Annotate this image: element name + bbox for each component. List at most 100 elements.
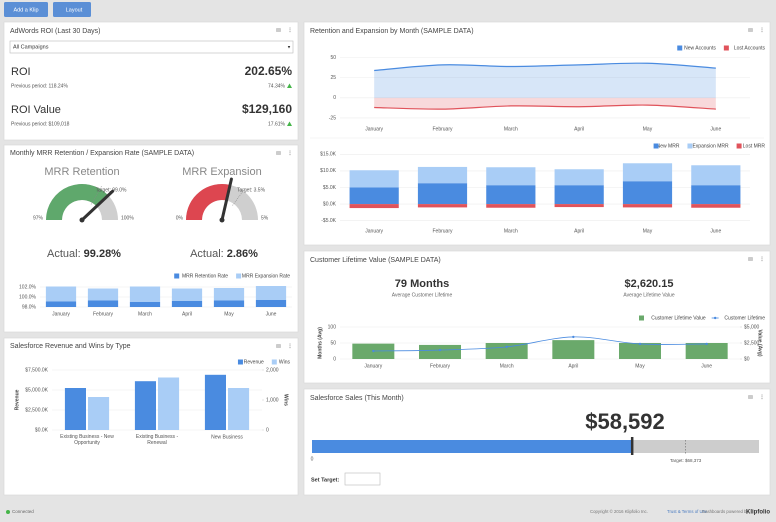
menu-icon[interactable] — [761, 29, 763, 31]
target-input[interactable] — [344, 472, 381, 486]
line-marker — [705, 342, 708, 346]
panel — [303, 250, 771, 384]
menu-icon[interactable] — [289, 29, 291, 31]
terms-link[interactable]: Trust & Terms of Use — [667, 509, 708, 514]
area-fill — [374, 97, 716, 110]
x-tick-label: May — [224, 311, 234, 317]
menu-icon[interactable] — [761, 396, 763, 398]
legend-label: New MRR — [657, 143, 680, 149]
legend-swatch — [677, 45, 683, 51]
menu-icon[interactable] — [761, 27, 763, 29]
y-tick-label: $10.0K — [320, 168, 337, 174]
change-value: 74.34% — [268, 83, 286, 89]
legend-label: Lost MRR — [743, 143, 766, 149]
button-label[interactable]: Layout — [66, 7, 83, 13]
legend-swatch — [736, 143, 742, 149]
bar — [88, 397, 110, 430]
menu-icon[interactable] — [289, 152, 291, 154]
menu-icon[interactable] — [761, 256, 763, 258]
comment-icon[interactable] — [748, 395, 753, 399]
bar — [622, 181, 673, 205]
metric-value: 202.65% — [245, 64, 293, 78]
bar — [45, 286, 77, 302]
x-tick-label: January — [365, 228, 383, 234]
bar — [622, 204, 673, 208]
add-klip-button[interactable] — [4, 2, 48, 17]
menu-icon[interactable] — [761, 398, 763, 400]
bar — [349, 204, 399, 209]
dropdown-label[interactable]: All Campaigns — [13, 44, 49, 50]
menu-icon[interactable] — [289, 154, 291, 156]
menu-icon[interactable] — [761, 258, 763, 260]
x-tick-label: February — [430, 363, 451, 369]
metric-label: ROI Value — [11, 104, 61, 116]
status-dot — [6, 510, 10, 514]
panel-title: Salesforce Revenue and Wins by Type — [10, 343, 131, 350]
legend-label: Customer Lifetime Value — [651, 315, 706, 321]
menu-icon[interactable] — [289, 150, 291, 152]
x-tick-label: February — [432, 126, 453, 132]
dropdown[interactable] — [9, 40, 294, 54]
actual-prefix: Actual: — [47, 248, 81, 260]
dropdown-arrow[interactable]: ▾ — [288, 44, 291, 50]
x-tick-label: May — [643, 228, 653, 234]
legend-label: New Accounts — [684, 45, 716, 51]
y-tick-label: -$5.0K — [321, 218, 336, 224]
bar — [417, 204, 468, 208]
x-tick-label: January — [365, 126, 383, 132]
comment-icon[interactable] — [748, 28, 753, 32]
menu-icon[interactable] — [761, 394, 763, 396]
line-marker — [372, 349, 375, 353]
comment-icon[interactable] — [276, 28, 281, 32]
y2-tick-label: $2,500 — [744, 340, 760, 346]
change-up-icon — [287, 121, 292, 126]
bar — [417, 166, 468, 184]
x-tick-label: June — [701, 363, 712, 369]
menu-icon[interactable] — [289, 345, 291, 347]
panel-title: Monthly MRR Retention / Expansion Rate (… — [10, 150, 194, 157]
gauge-target-label: Target: 3.5% — [237, 187, 266, 193]
bar — [691, 165, 741, 186]
y2-tick-label: 1,000 — [266, 397, 279, 403]
legend-swatch — [713, 316, 717, 320]
layout-button[interactable] — [53, 2, 91, 17]
y-tick-label: 0 — [333, 95, 336, 101]
y2-axis-title: Wins — [283, 394, 289, 406]
bar — [349, 187, 399, 205]
summary-value: 79 Months — [395, 278, 449, 290]
summary-label: Average Lifetime Value — [623, 292, 674, 298]
menu-icon[interactable] — [761, 31, 763, 33]
bar — [171, 301, 203, 307]
legend-swatch — [236, 273, 242, 279]
comment-icon[interactable] — [276, 151, 281, 155]
sales-value: $58,592 — [585, 409, 665, 434]
legend-swatch — [723, 45, 729, 51]
y-axis-title: Months (Avg) — [317, 327, 323, 359]
bar — [554, 185, 604, 205]
y-tick-label: $5,000.0K — [25, 387, 48, 393]
comment-icon[interactable] — [748, 257, 753, 261]
comment-icon[interactable] — [276, 344, 281, 348]
y-tick-label: 50 — [330, 340, 336, 346]
y-tick-label: 25 — [330, 75, 336, 81]
bar — [486, 167, 536, 186]
menu-icon[interactable] — [289, 343, 291, 345]
y-tick-label: 0 — [333, 356, 336, 362]
legend-swatch — [237, 359, 243, 365]
x-tick-label: May — [643, 126, 653, 132]
menu-icon[interactable] — [289, 27, 291, 29]
y-tick-label: $7,500.0K — [25, 367, 48, 373]
x-tick-label: New Business — [211, 434, 243, 440]
x-tick-label: February — [432, 228, 453, 234]
line-marker — [438, 348, 442, 352]
gauge-max-label: 100% — [121, 215, 134, 221]
gauge-actual: Actual: 2.86% — [190, 248, 258, 260]
button-label[interactable]: Add a Klip — [13, 7, 38, 13]
menu-icon[interactable] — [289, 347, 291, 349]
menu-icon[interactable] — [761, 260, 763, 262]
bar — [134, 381, 156, 430]
x-tick-label: April — [182, 311, 192, 317]
bar — [619, 343, 661, 359]
menu-icon[interactable] — [289, 31, 291, 33]
legend-label: Lost Accounts — [734, 45, 766, 51]
